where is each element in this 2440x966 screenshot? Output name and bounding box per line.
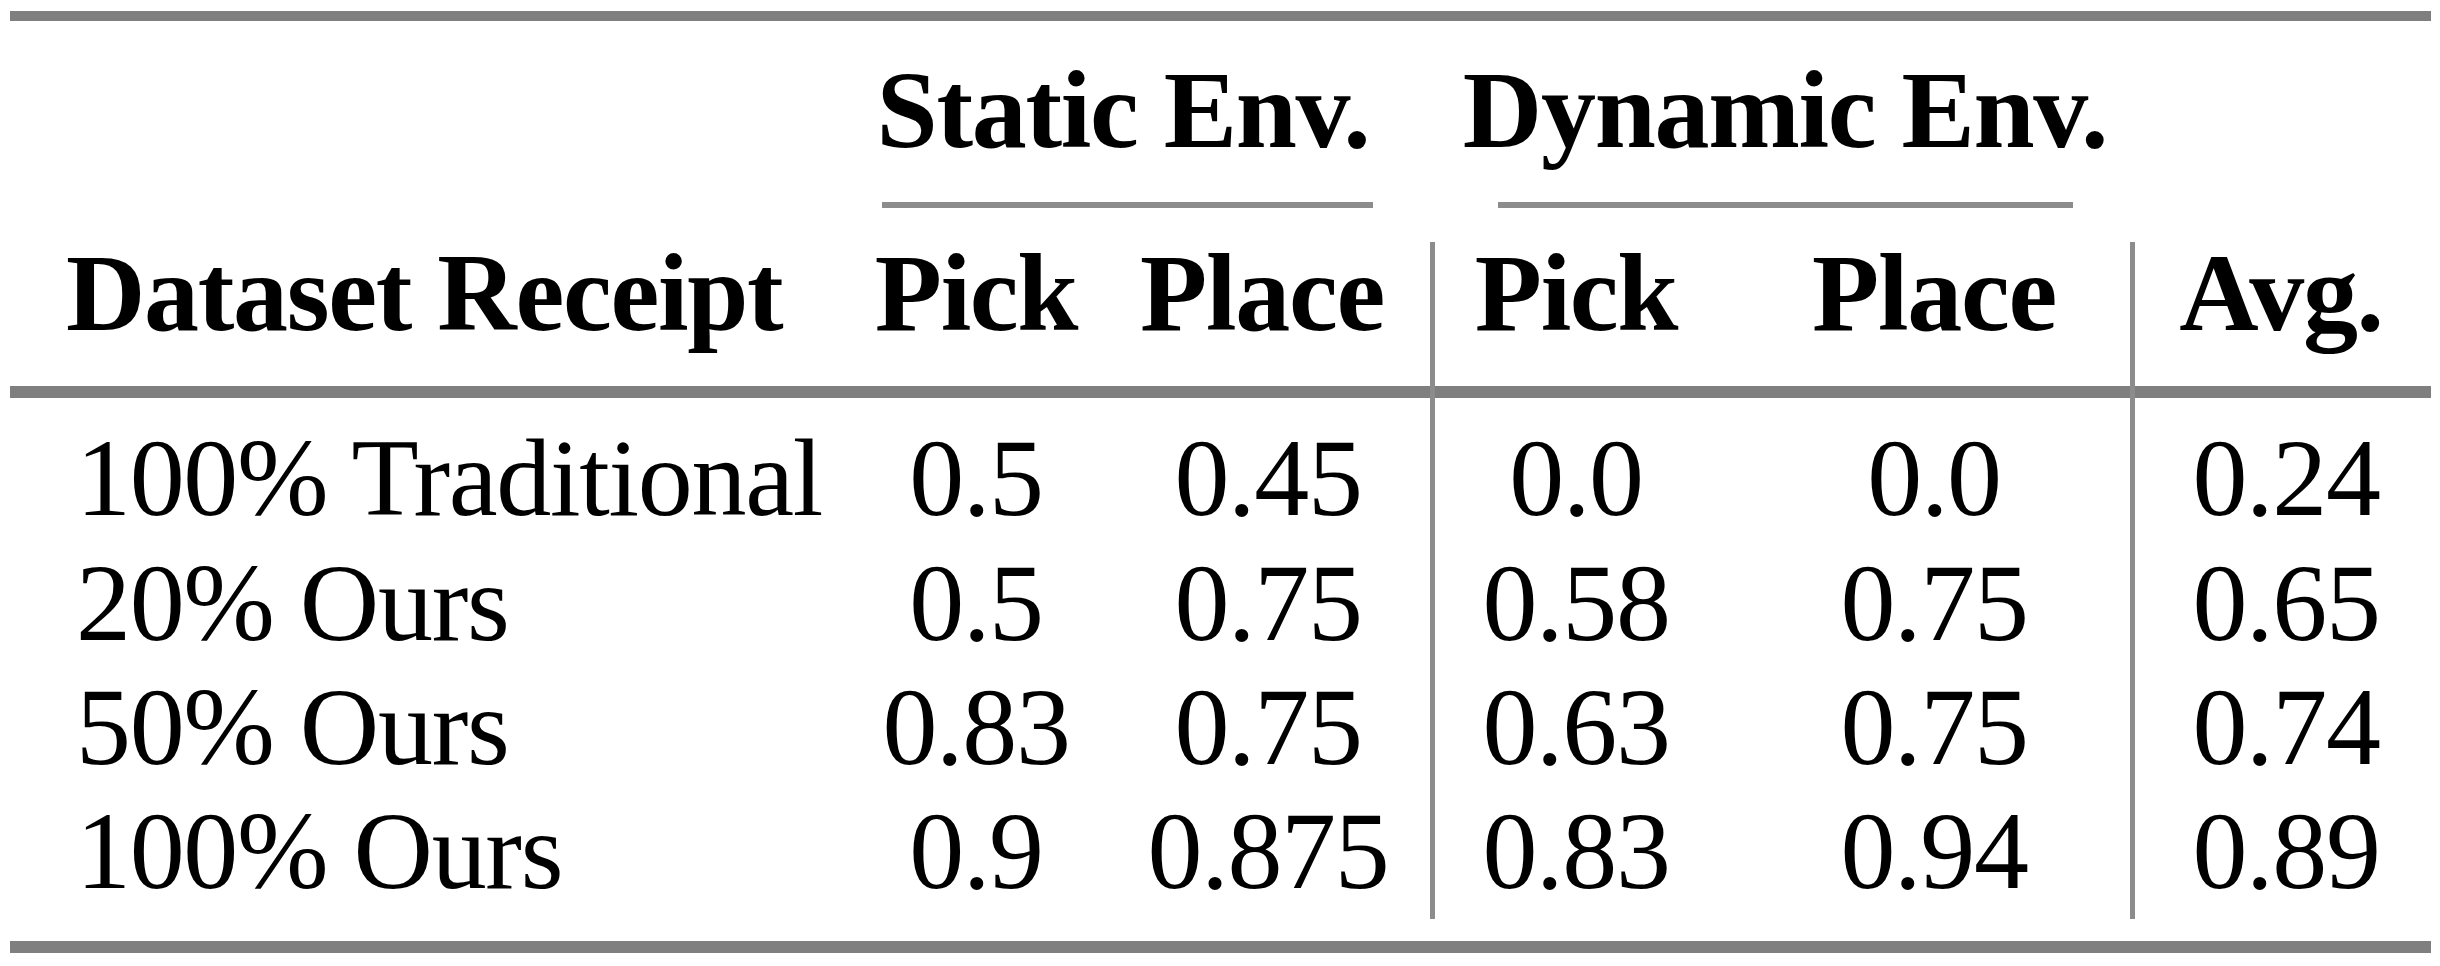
group-header-dynamic-env: Dynamic Env. [1463, 55, 2107, 165]
dynamic-env-underline [1498, 202, 2073, 208]
row-label: 100% Ours [76, 796, 562, 906]
cell-static-place: 0.75 [1174, 672, 1361, 782]
row-label: 100% Traditional [76, 423, 822, 533]
cell-avg: 0.65 [2192, 548, 2379, 658]
cell-static-place: 0.45 [1174, 423, 1361, 533]
cell-dynamic-place: 0.0 [1867, 423, 2001, 533]
column-header-dynamic-place: Place [1812, 238, 2056, 348]
vertical-separator-right [2130, 242, 2135, 919]
column-header-dynamic-pick: Pick [1475, 238, 1677, 348]
cell-static-place: 0.875 [1148, 796, 1389, 906]
cell-static-pick: 0.9 [909, 796, 1043, 906]
paper-table: Static Env. Dynamic Env. Dataset Receipt… [0, 0, 2440, 966]
row-label: 20% Ours [76, 548, 508, 658]
column-header-dataset-receipt: Dataset Receipt [66, 238, 782, 348]
cell-static-place: 0.75 [1174, 548, 1361, 658]
cell-avg: 0.89 [2192, 796, 2379, 906]
cell-static-pick: 0.5 [909, 423, 1043, 533]
top-rule [10, 11, 2431, 21]
static-env-underline [882, 202, 1373, 208]
cell-avg: 0.24 [2192, 423, 2379, 533]
column-header-avg: Avg. [2179, 238, 2383, 348]
cell-static-pick: 0.5 [909, 548, 1043, 658]
cell-dynamic-place: 0.94 [1840, 796, 2027, 906]
mid-rule [10, 386, 2431, 398]
vertical-separator-left [1430, 242, 1435, 919]
column-header-static-place: Place [1140, 238, 1384, 348]
cell-dynamic-place: 0.75 [1840, 548, 2027, 658]
cell-static-pick: 0.83 [882, 672, 1069, 782]
cell-dynamic-pick: 0.0 [1509, 423, 1643, 533]
group-header-static-env: Static Env. [877, 55, 1370, 165]
bottom-rule [10, 941, 2431, 953]
cell-dynamic-place: 0.75 [1840, 672, 2027, 782]
cell-dynamic-pick: 0.63 [1482, 672, 1669, 782]
cell-dynamic-pick: 0.83 [1482, 796, 1669, 906]
column-header-static-pick: Pick [875, 238, 1077, 348]
cell-dynamic-pick: 0.58 [1482, 548, 1669, 658]
row-label: 50% Ours [76, 672, 508, 782]
cell-avg: 0.74 [2192, 672, 2379, 782]
